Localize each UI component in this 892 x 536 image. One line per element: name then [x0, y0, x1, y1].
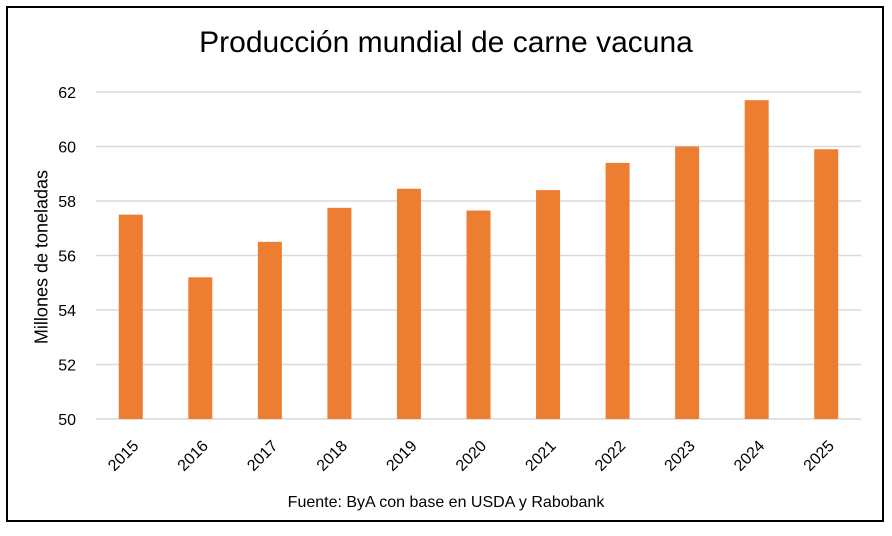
- bar-2016: [188, 277, 213, 419]
- source-note: Fuente: ByA con base en USDA y Rabobank: [287, 494, 605, 511]
- y-tick-label: 54: [58, 303, 76, 320]
- bar-2015: [118, 214, 143, 419]
- x-tick-label: 2018: [314, 438, 351, 475]
- y-tick-label: 58: [58, 194, 76, 211]
- x-tick-label: 2016: [175, 438, 212, 475]
- bar-2025: [814, 149, 839, 419]
- y-tick-label: 60: [58, 140, 76, 157]
- x-tick-label: 2015: [105, 438, 142, 475]
- x-tick-label: 2020: [453, 438, 490, 475]
- x-tick-label: 2017: [244, 438, 281, 475]
- y-tick-label: 50: [58, 412, 76, 429]
- bar-2021: [536, 190, 561, 419]
- bar-2019: [396, 188, 421, 419]
- bar-2017: [257, 241, 282, 419]
- x-tick-label: 2022: [592, 438, 629, 475]
- x-tick-label: 2021: [522, 438, 559, 475]
- y-tick-label: 56: [58, 249, 76, 266]
- chart-title: Producción mundial de carne vacuna: [199, 26, 693, 59]
- x-tick-label: 2019: [383, 438, 420, 475]
- y-tick-label: 62: [58, 85, 76, 102]
- bar-2024: [744, 100, 769, 420]
- x-tick-label: 2024: [731, 438, 768, 475]
- x-tick-label: 2023: [662, 438, 699, 475]
- bar-2022: [605, 162, 630, 419]
- x-tick-label: 2025: [801, 438, 838, 475]
- bar-2020: [466, 210, 491, 419]
- bar-2023: [675, 146, 700, 419]
- y-tick-label: 52: [58, 358, 76, 375]
- bar-2018: [327, 207, 352, 419]
